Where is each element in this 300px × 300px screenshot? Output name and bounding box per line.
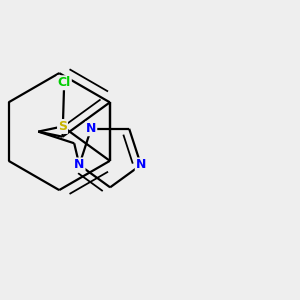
Text: N: N	[136, 158, 146, 172]
Text: N: N	[86, 122, 96, 135]
Text: N: N	[74, 158, 85, 172]
Text: S: S	[58, 120, 67, 133]
Text: Cl: Cl	[58, 76, 71, 89]
